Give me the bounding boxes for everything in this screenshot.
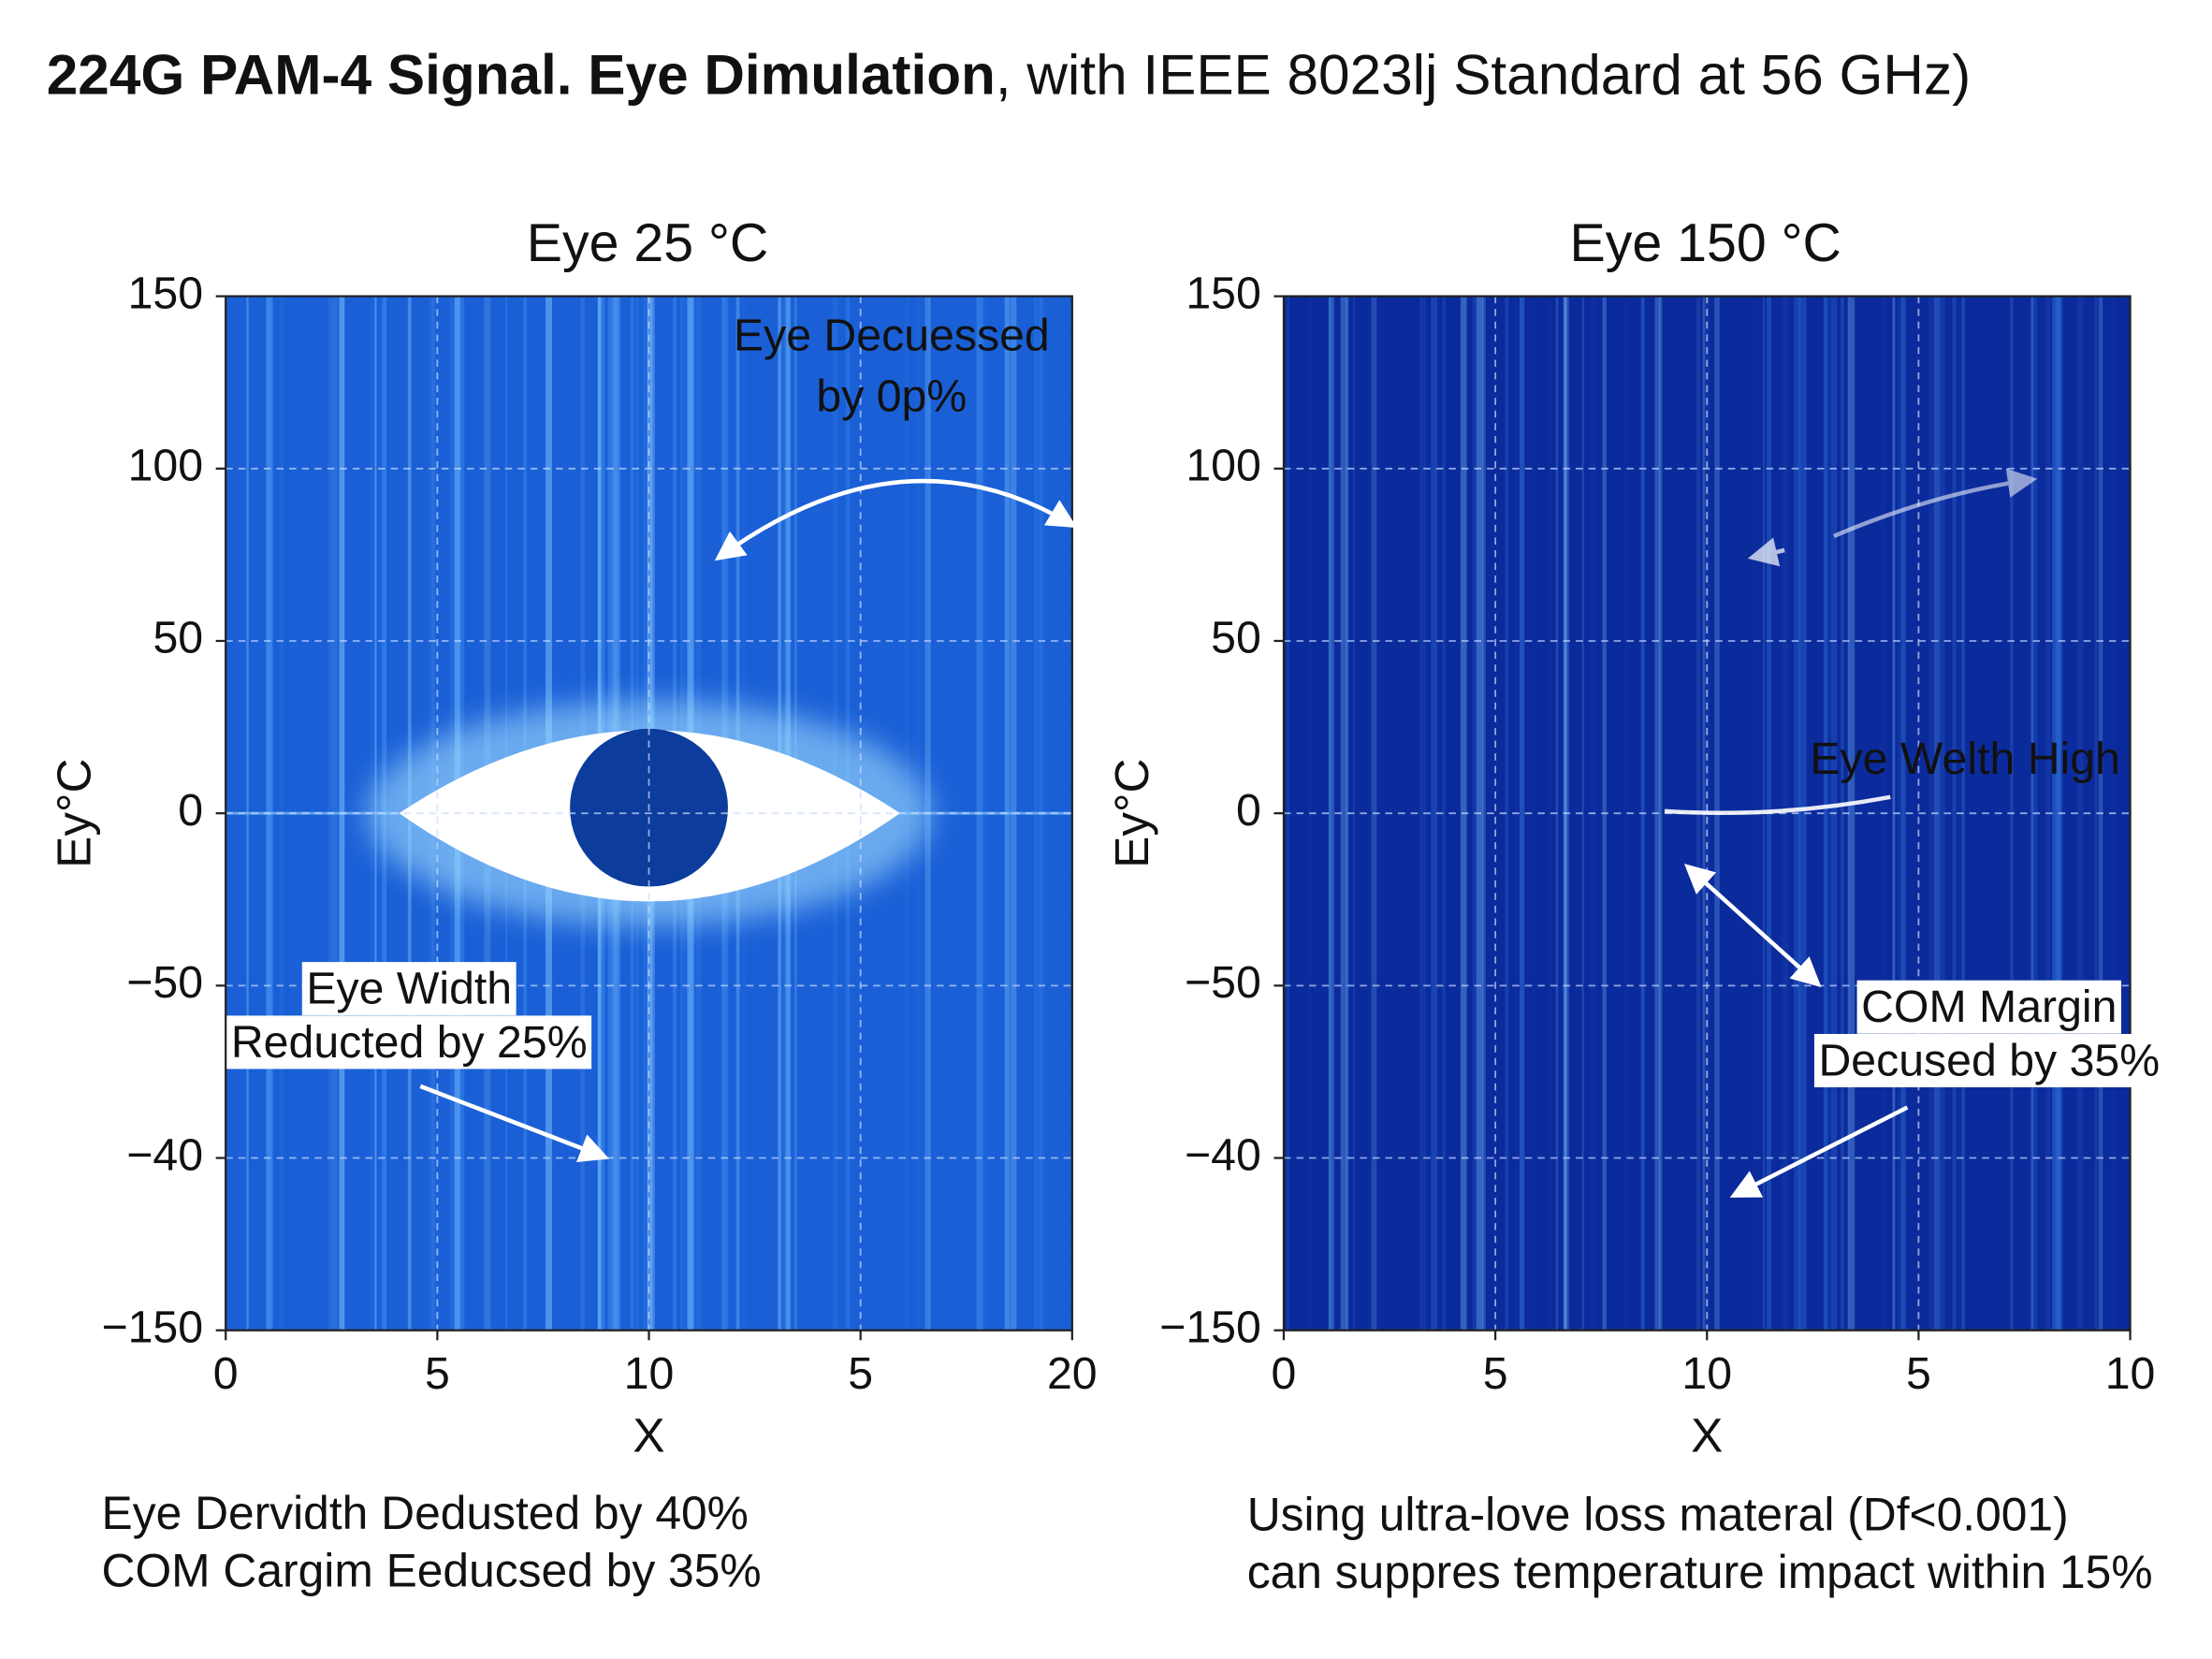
x-tick-label: 10 (1681, 1348, 1732, 1399)
x-tick-label: 10 (2105, 1348, 2156, 1399)
y-tick-label: 100 (1186, 441, 1260, 491)
y-tick-label: 50 (153, 613, 203, 663)
annotation: Decused by 35% (1818, 1036, 2160, 1086)
stripe (1340, 296, 1347, 1331)
x-tick-label: 5 (425, 1348, 450, 1399)
stripe (2054, 296, 2061, 1331)
y-tick-label: −40 (126, 1129, 203, 1180)
annotation: by 0p% (816, 371, 967, 421)
plot-frame (225, 295, 1073, 1332)
x-tick-label: 10 (624, 1348, 675, 1399)
panel-title: Eye 25 °C (527, 213, 769, 273)
annotation-box (226, 1015, 592, 1070)
stripe (2076, 296, 2084, 1331)
x-tick-label: 5 (1483, 1348, 1508, 1399)
stripe (1328, 296, 1334, 1331)
x-tick-label: 5 (1906, 1348, 1931, 1399)
annotation-arrow (419, 1084, 610, 1162)
y-tick-label: 150 (1186, 268, 1260, 318)
caption: COM Cargim Eeducsed by 35% (102, 1545, 762, 1597)
y-tick-label: 100 (128, 441, 203, 491)
y-tick-label: −50 (1185, 957, 1261, 1008)
annotation: Eye Welth High (1810, 734, 2120, 784)
y-tick-label: −150 (101, 1302, 203, 1352)
annotation-arrow (1664, 794, 1891, 816)
plot-frame (1282, 295, 2132, 1332)
annotation: COM Margin (1861, 982, 2117, 1032)
y-tick-label: 0 (178, 785, 203, 836)
stripe (2052, 296, 2055, 1331)
caption: Eye Dervidth Dedusted by 40% (102, 1487, 749, 1539)
stripe (1431, 296, 1438, 1331)
y-tick-label: −150 (1159, 1302, 1261, 1352)
x-tick-label: 20 (1047, 1348, 1098, 1399)
stripe (2030, 296, 2034, 1331)
x-axis-label: X (1691, 1408, 1723, 1462)
annotation-arrow (1747, 537, 1785, 567)
title-rest: , with IEEE 8023lj Standard at 56 GHz) (996, 42, 1971, 106)
annotation-box (1856, 980, 2122, 1034)
y-tick-label: 150 (128, 268, 203, 318)
y-tick-label: 0 (1236, 785, 1261, 836)
page-title: 224G PAM-4 Signal. Eye Dimulation, with … (47, 42, 1971, 106)
annotation-box (301, 962, 517, 1016)
y-tick-label: 50 (1211, 613, 1261, 663)
annotation: Reducted by 25% (231, 1017, 588, 1068)
annotation: Eye Width (306, 964, 512, 1014)
annotation: Eye Decuessed (734, 311, 1050, 361)
y-axis-label: Ey°C (1105, 758, 1158, 867)
stripe (2094, 296, 2098, 1331)
y-tick-label: −40 (1185, 1129, 1261, 1180)
x-tick-label: 0 (1272, 1348, 1297, 1399)
y-tick-label: −50 (126, 957, 203, 1008)
stripe (1442, 296, 1446, 1331)
x-tick-label: 5 (848, 1348, 873, 1399)
stripe (1329, 296, 1332, 1331)
caption: can suppres temperature impact within 15… (1247, 1546, 2153, 1598)
x-tick-label: 0 (213, 1348, 239, 1399)
annotation-arrow (1683, 863, 1822, 988)
y-axis-label: Ey°C (47, 758, 100, 867)
panel-title: Eye 150 °C (1570, 213, 1841, 273)
annotation-arrow (1833, 468, 2038, 538)
annotation-arrow (714, 478, 1078, 561)
x-axis-label: X (633, 1408, 664, 1462)
stripe (1419, 296, 1427, 1331)
title-bold: 224G PAM-4 Signal. Eye Dimulation (47, 42, 996, 106)
annotation-box (1813, 1034, 2164, 1088)
caption: Using ultra-love loss materal (Df<0.001) (1247, 1488, 2069, 1540)
annotation-arrow (1729, 1105, 1909, 1198)
